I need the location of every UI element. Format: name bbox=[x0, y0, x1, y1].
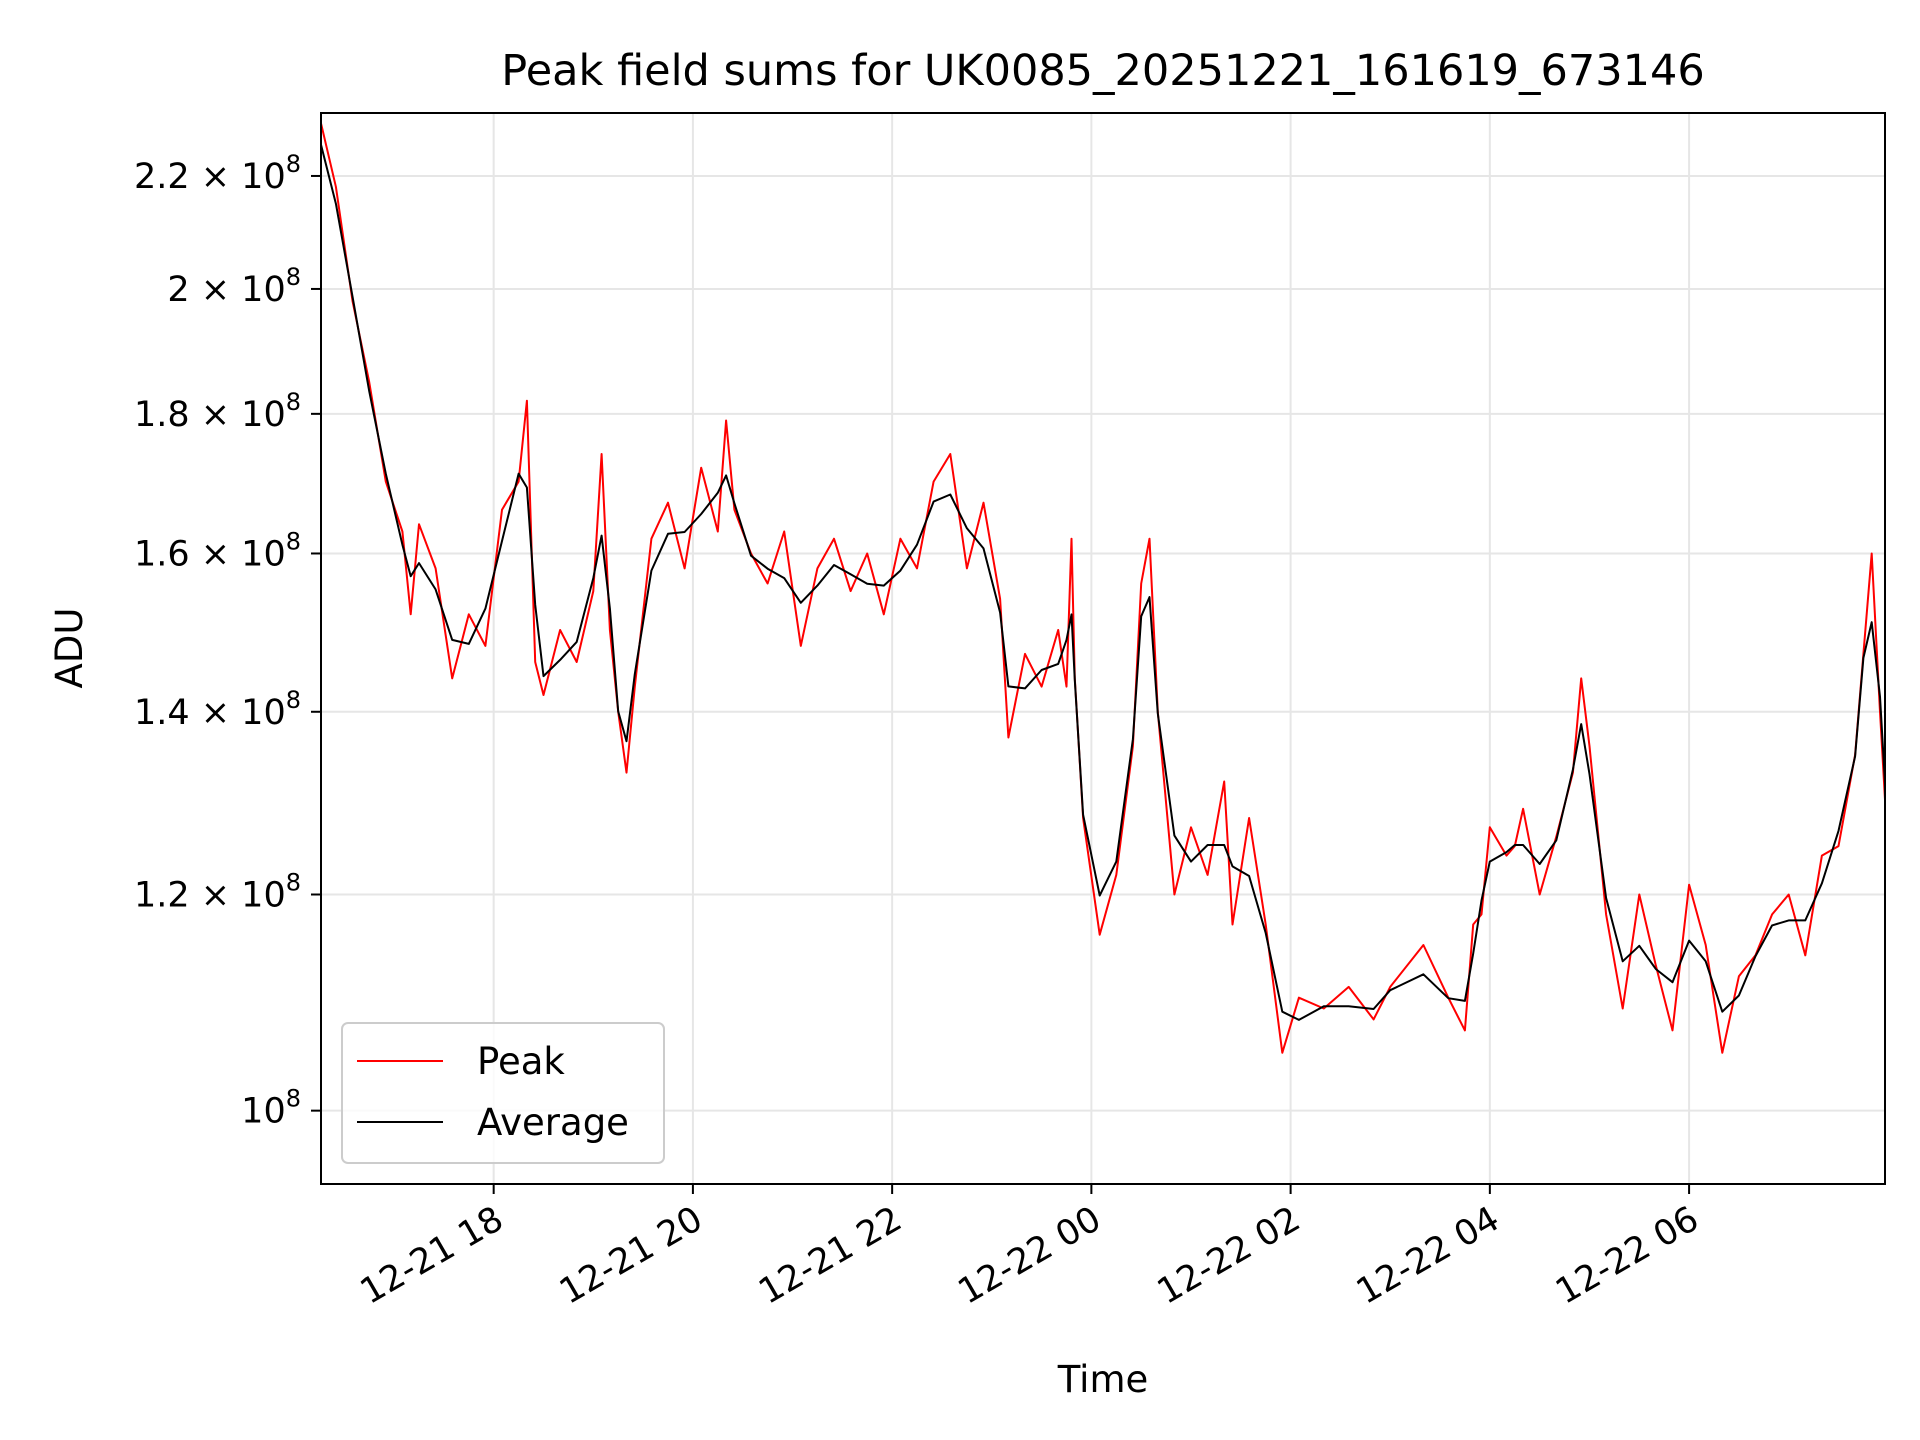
x-tick-label: 12-21 20 bbox=[553, 1199, 709, 1312]
plot-frame bbox=[320, 112, 1886, 1185]
y-tick-label: 2 × 108 bbox=[167, 263, 301, 310]
y-tick-label: 1.4 × 108 bbox=[134, 686, 301, 733]
legend-label-peak: Peak bbox=[477, 1040, 565, 1083]
y-tick-label: 2.2 × 108 bbox=[134, 150, 301, 197]
x-tick-label: 12-22 02 bbox=[1151, 1199, 1307, 1312]
y-tick-label: 1.6 × 108 bbox=[134, 527, 301, 574]
y-tick-label: 1.2 × 108 bbox=[134, 869, 301, 916]
chart-title: Peak field sums for UK0085_20251221_1616… bbox=[501, 46, 1704, 96]
y-tick-label: 108 bbox=[241, 1085, 301, 1132]
y-axis-label: ADU bbox=[48, 608, 91, 689]
series-line-average bbox=[320, 144, 1886, 1021]
series-group bbox=[320, 123, 1886, 1054]
x-axis: 12-21 18 12-21 20 12-21 22 12-22 00 12-22 02… bbox=[354, 1184, 1706, 1312]
gridlines bbox=[321, 113, 1885, 1184]
legend: Peak Average bbox=[341, 1022, 665, 1164]
x-tick-label: 12-21 18 bbox=[354, 1199, 510, 1312]
y-axis: 108 1.2 × 108 1.4 × 108 1.6 × 108 1.8 × 108 2… bbox=[134, 150, 321, 1132]
x-tick-label: 12-22 06 bbox=[1549, 1199, 1705, 1312]
x-tick-label: 12-22 00 bbox=[952, 1199, 1108, 1312]
series-line-peak bbox=[320, 123, 1886, 1054]
y-tick-label: 1.8 × 108 bbox=[134, 388, 301, 435]
legend-box bbox=[341, 1022, 665, 1164]
x-tick-label: 12-22 04 bbox=[1350, 1199, 1506, 1312]
x-tick-label: 12-21 22 bbox=[752, 1199, 908, 1312]
x-axis-label: Time bbox=[1057, 1358, 1149, 1401]
legend-label-average: Average bbox=[477, 1101, 629, 1144]
